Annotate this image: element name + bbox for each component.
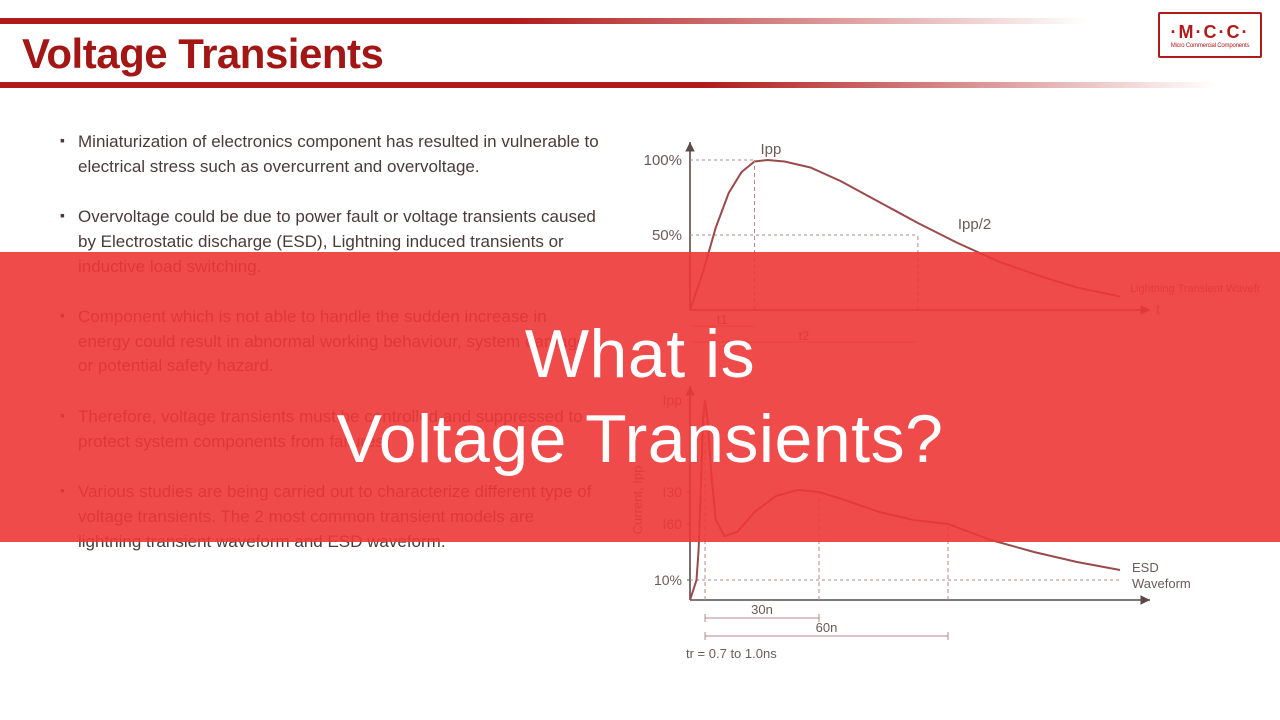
header: Voltage Transients: [0, 18, 1280, 88]
svg-text:Ipp: Ipp: [761, 141, 782, 158]
svg-text:tr = 0.7 to 1.0ns: tr = 0.7 to 1.0ns: [686, 646, 777, 661]
svg-text:Waveform: Waveform: [1132, 576, 1191, 591]
overlay-line1: What is: [525, 316, 755, 392]
brand-logo: ·M·C·C· Micro Commercial Components: [1158, 12, 1262, 58]
svg-text:10%: 10%: [654, 572, 682, 588]
overlay-line2: Voltage Transients?: [337, 401, 944, 477]
svg-text:60n: 60n: [816, 620, 838, 635]
brand-logo-sub: Micro Commercial Components: [1171, 43, 1250, 49]
list-item: Miniaturization of electronics component…: [60, 130, 600, 179]
header-rule-top: [0, 18, 1280, 24]
svg-text:Ipp/2: Ipp/2: [958, 216, 991, 233]
svg-text:50%: 50%: [652, 227, 682, 244]
svg-text:100%: 100%: [644, 152, 682, 169]
title-overlay-band: What is Voltage Transients?: [0, 252, 1280, 542]
header-rule-bottom: [0, 82, 1280, 88]
svg-text:30n: 30n: [751, 602, 773, 617]
brand-logo-main: ·M·C·C·: [1171, 22, 1250, 43]
page-title: Voltage Transients: [22, 30, 383, 78]
svg-text:ESD: ESD: [1132, 560, 1159, 575]
title-overlay-text: What is Voltage Transients?: [337, 312, 944, 482]
